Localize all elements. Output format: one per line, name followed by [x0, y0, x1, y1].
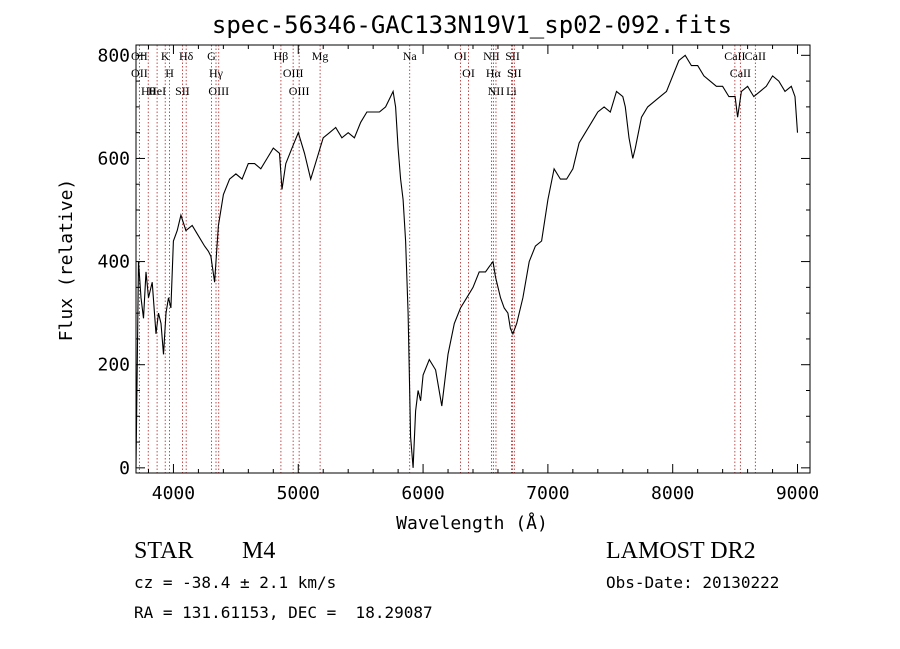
x-tick-label: 9000: [776, 483, 819, 504]
x-tick-label: 6000: [401, 483, 444, 504]
spectrum-line: [135, 54, 799, 468]
redshift-velocity: cz = -38.4 ± 2.1 km/s: [134, 573, 337, 592]
spectral-line-label: Hγ: [209, 66, 224, 80]
spectral-line-label: OIII: [208, 84, 229, 98]
observation-date: Obs-Date: 20130222: [606, 573, 780, 592]
x-tick-label: 7000: [526, 483, 569, 504]
spectral-line-label: Mg: [312, 49, 329, 63]
survey-name: LAMOST DR2: [606, 538, 756, 564]
y-axis-label: Flux (relative): [56, 179, 77, 342]
spectral-line-label: SII: [505, 49, 520, 63]
spectral-line-markers: [138, 45, 756, 473]
spectral-line-label: NII: [488, 84, 505, 98]
spectral-line-label: SII: [507, 66, 522, 80]
spectral-line-label: K: [161, 49, 170, 63]
spectral-line-label: Hθ: [141, 84, 156, 98]
spectral-line-label: CaII: [730, 66, 751, 80]
spectral-line-label: CaII: [724, 49, 745, 63]
x-axis: 4000 5000 6000 7000 8000 9000: [147, 45, 819, 504]
y-tick-label: 800: [97, 45, 130, 66]
y-tick-label: 0: [119, 458, 130, 479]
spectral-line-label: Na: [403, 49, 418, 63]
spectral-line-label: NII: [483, 49, 500, 63]
spectral-line-label: CaII: [745, 49, 766, 63]
spectral-line-label: G: [207, 49, 216, 63]
chart-title: spec-56346-GAC133N19V1_sp02-092.fits: [212, 11, 732, 39]
spectral-line-label: Hδ: [179, 49, 194, 63]
x-tick-label: 5000: [277, 483, 320, 504]
spectral-line-label: OI: [454, 49, 467, 63]
spectral-line-label: OII: [131, 66, 148, 80]
object-class: STAR: [134, 538, 194, 564]
spectral-line-label: OI: [462, 66, 475, 80]
spectral-line-label: SII: [175, 84, 190, 98]
y-tick-label: 400: [97, 252, 130, 273]
spectral-line-label: OII: [131, 49, 148, 63]
spectral-line-label: Hα: [486, 66, 502, 80]
y-tick-label: 200: [97, 355, 130, 376]
spectral-line-label: OIII: [289, 84, 310, 98]
spectral-line-label: Li: [506, 84, 517, 98]
spectral-line-label: H: [165, 66, 174, 80]
spectral-line-label: HeI: [148, 84, 166, 98]
x-tick-label: 8000: [651, 483, 694, 504]
spectral-line-label: Hβ: [274, 49, 289, 63]
y-tick-label: 600: [97, 148, 130, 169]
x-axis-label: Wavelength (Å): [396, 512, 548, 534]
y-axis: 0 200 400 600 800: [97, 45, 810, 479]
x-tick-label: 4000: [152, 483, 195, 504]
spectral-line-label: OIII: [283, 66, 304, 80]
object-subclass: M4: [242, 538, 276, 564]
plot-frame: [135, 44, 811, 474]
coordinates: RA = 131.61153, DEC = 18.29087: [134, 603, 433, 622]
